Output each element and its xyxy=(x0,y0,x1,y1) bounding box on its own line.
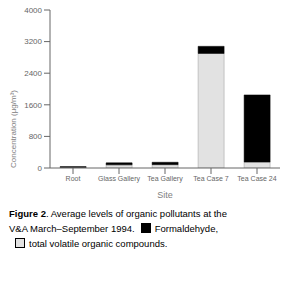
svg-text:1600: 1600 xyxy=(24,101,42,110)
svg-text:Tea Case 24: Tea Case 24 xyxy=(237,175,276,182)
svg-text:Concentration (μg/m³): Concentration (μg/m³) xyxy=(9,90,18,168)
svg-text:Site: Site xyxy=(157,190,173,200)
svg-text:Root: Root xyxy=(66,175,81,182)
html-text:Formaldehyde,: Formaldehyde, xyxy=(154,223,219,234)
svg-text:800: 800 xyxy=(29,132,43,141)
svg-text:Glass Gallery: Glass Gallery xyxy=(98,175,141,183)
html-text:V&A March–September 1994.: V&A March–September 1994. xyxy=(9,223,135,234)
html-text:total volatile organic compoun: total volatile organic compounds. xyxy=(29,238,168,249)
html-text:Figure 2. Average levels of or: Figure 2. Average levels of organic poll… xyxy=(9,208,227,219)
svg-text:Tea Case 7: Tea Case 7 xyxy=(193,175,229,182)
svg-text:0: 0 xyxy=(38,164,43,173)
svg-text:4000: 4000 xyxy=(24,6,42,15)
svg-text:3200: 3200 xyxy=(24,37,42,46)
svg-text:2400: 2400 xyxy=(24,69,42,78)
svg-text:Tea Gallery: Tea Gallery xyxy=(147,175,183,183)
